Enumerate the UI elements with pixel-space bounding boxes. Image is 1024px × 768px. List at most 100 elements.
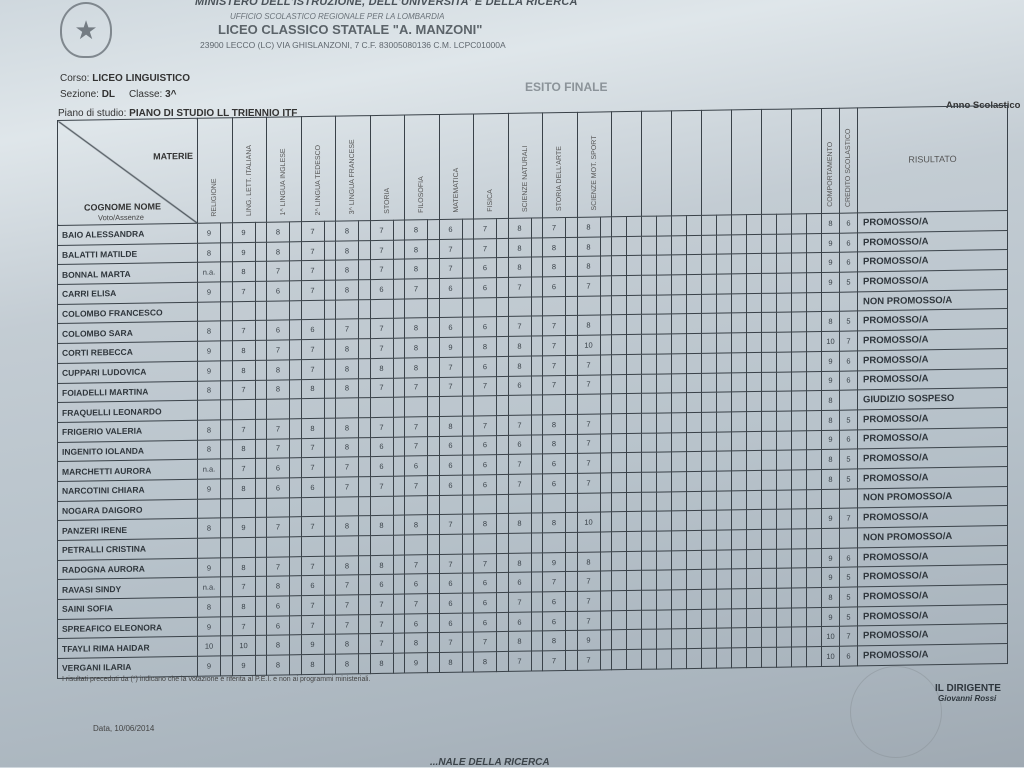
risultato-cell: PROMOSSO/A — [857, 210, 1008, 233]
subject-header: FILOSOFIA — [404, 114, 439, 221]
grade-cell — [404, 396, 428, 417]
grade-cell: 8 — [508, 336, 531, 357]
absence-cell — [358, 417, 370, 438]
sezione-value: DL — [101, 89, 116, 100]
grade-cell: 6 — [301, 575, 324, 596]
empty-cell — [626, 491, 642, 512]
empty-cell — [746, 627, 762, 648]
empty-cell — [686, 333, 702, 354]
empty-cell — [701, 333, 717, 354]
empty-cell — [641, 334, 657, 355]
comportamento-cell: 9 — [821, 351, 840, 371]
empty-cell — [776, 568, 792, 589]
empty-cell — [716, 214, 732, 235]
grade-cell: 6 — [266, 320, 290, 341]
empty-cell — [701, 589, 717, 610]
grade-cell: 8 — [335, 260, 359, 281]
absence-cell — [531, 631, 543, 652]
subject-header: 1^ LINGUA INGLESE — [266, 116, 301, 223]
grade-cell: 7 — [301, 437, 324, 458]
grade-cell: 9 — [197, 341, 221, 362]
absence-cell — [324, 358, 336, 379]
absence-cell — [565, 492, 577, 513]
empty-cell — [746, 352, 762, 373]
empty-cell — [671, 471, 687, 492]
grade-cell: 7 — [301, 615, 324, 636]
comportamento-cell: 10 — [821, 331, 840, 352]
grade-cell: 8 — [577, 256, 600, 277]
grade-cell: 8 — [508, 552, 531, 573]
empty-cell — [746, 608, 762, 629]
absence-cell — [393, 259, 405, 280]
grade-cell: 9 — [577, 630, 600, 651]
grade-cell — [301, 398, 324, 419]
absence-cell — [358, 397, 370, 418]
grade-cell: 7 — [577, 413, 600, 434]
empty-cell — [716, 588, 732, 609]
empty-cell — [686, 215, 702, 236]
absence-cell — [289, 359, 301, 380]
absence-cell — [255, 399, 267, 420]
absence-cell — [496, 533, 508, 554]
comportamento-cell: 9 — [821, 508, 840, 529]
absence-cell — [462, 494, 474, 515]
empty-cell — [806, 508, 822, 529]
student-name: MARCHETTI AURORA — [57, 459, 198, 482]
absence-cell — [531, 434, 543, 455]
empty-cell — [731, 273, 747, 294]
grade-cell: 6 — [439, 219, 462, 240]
absence-cell — [531, 296, 543, 317]
empty-cell — [611, 511, 627, 532]
subject-header: STORIA — [370, 115, 405, 221]
empty-cell — [671, 333, 687, 354]
empty-cell — [641, 511, 657, 532]
empty-cell — [806, 646, 822, 667]
absence-cell — [496, 553, 508, 573]
absence-cell — [220, 360, 232, 381]
empty-cell — [686, 609, 702, 630]
empty-cell — [611, 551, 627, 572]
empty-cell — [626, 472, 642, 493]
corso-value: LICEO LINGUISTICO — [92, 73, 191, 84]
absence-cell — [393, 338, 405, 359]
absence-cell — [462, 376, 474, 397]
absence-cell — [600, 492, 612, 513]
absence-cell — [358, 594, 370, 615]
absence-cell — [220, 459, 232, 479]
grade-cell: 10 — [232, 635, 255, 656]
absence-cell — [565, 571, 577, 592]
empty-cell — [611, 216, 627, 237]
grade-cell: 8 — [473, 336, 497, 357]
grade-cell: 9 — [197, 360, 221, 381]
empty-cell — [701, 293, 717, 314]
grade-cell: 10 — [197, 636, 221, 657]
empty-cell — [716, 234, 732, 255]
absence-cell — [427, 337, 439, 358]
risultato-cell: GIUDIZIO SOSPESO — [857, 387, 1008, 410]
absence-cell — [393, 475, 405, 496]
grade-cell: 7 — [370, 338, 393, 359]
grade-cell: 8 — [301, 418, 324, 439]
absence-cell — [289, 477, 301, 498]
absence-cell — [565, 335, 577, 356]
credito-cell: 6 — [839, 646, 858, 667]
empty-subject-header — [701, 109, 732, 216]
empty-cell — [656, 550, 672, 571]
absence-cell — [427, 239, 439, 260]
empty-cell — [671, 353, 687, 374]
grade-cell — [335, 535, 359, 556]
grade-cell: 9 — [232, 655, 255, 676]
student-name: SAINI SOFIA — [57, 597, 198, 620]
absence-cell — [393, 456, 405, 477]
absence-cell — [289, 261, 301, 281]
grade-cell: 7 — [335, 594, 359, 615]
absence-cell — [393, 574, 405, 595]
absence-cell — [531, 316, 543, 337]
absence-cell — [289, 516, 301, 537]
grade-cell — [473, 533, 497, 554]
dirigente-signature: Giovanni Rossi — [938, 694, 997, 703]
empty-cell — [626, 531, 642, 552]
credito-cell: 5 — [839, 606, 858, 627]
grade-cell: 6 — [542, 611, 566, 632]
absence-cell — [531, 591, 543, 612]
